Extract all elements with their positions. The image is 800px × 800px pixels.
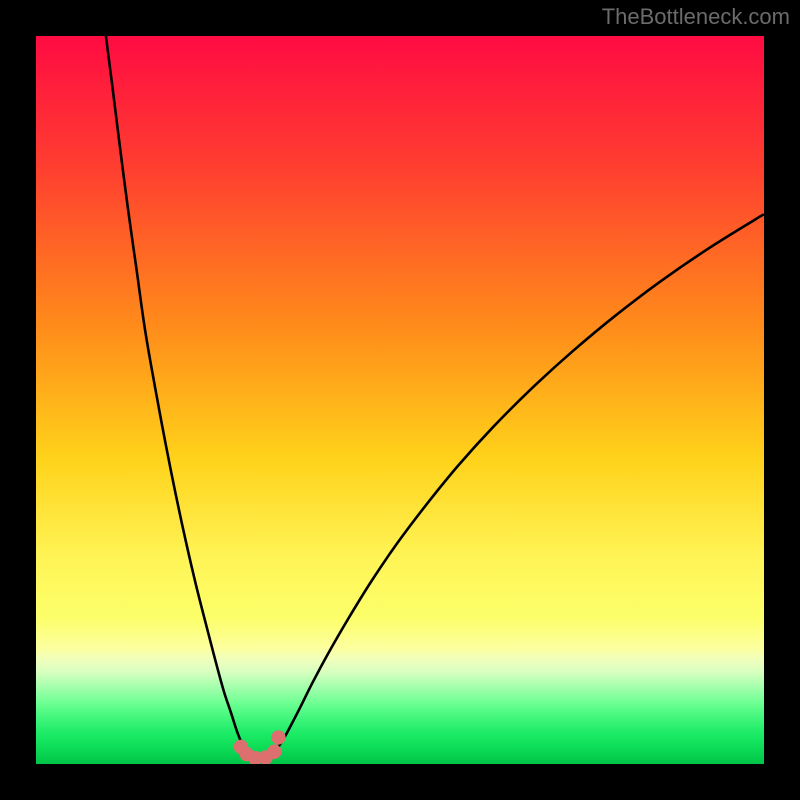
bottleneck-valley-marker xyxy=(271,730,285,744)
bottleneck-chart xyxy=(36,36,764,764)
watermark-text: TheBottleneck.com xyxy=(602,4,790,30)
chart-gradient-background xyxy=(36,36,764,764)
bottleneck-valley-marker xyxy=(267,744,281,758)
